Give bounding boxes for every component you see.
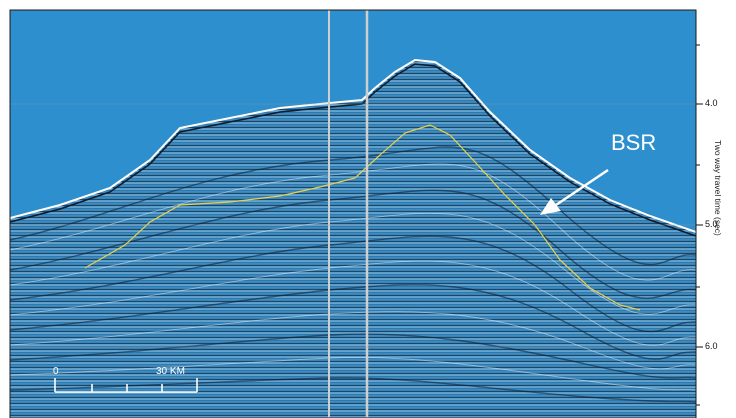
time-gridlines xyxy=(10,103,696,348)
bsr-label: BSR xyxy=(611,130,656,155)
seafloor-reflector xyxy=(10,58,696,233)
bsr-reflector-line xyxy=(84,124,641,311)
axis-title: Two way travel time (sec) xyxy=(713,140,723,236)
right-axis-ticks xyxy=(696,44,703,406)
tick-label-5-0: 5.0 xyxy=(705,219,718,229)
scale-bar-end-label: 30 KM xyxy=(156,366,185,377)
scale-bar-start-label: 0 xyxy=(53,366,59,377)
image-frame xyxy=(9,9,697,418)
scale-bar xyxy=(54,378,198,393)
reflector-bands xyxy=(10,146,696,403)
bsr-arrow xyxy=(540,168,609,215)
tick-label-6-0: 6.0 xyxy=(705,341,718,351)
tick-label-4-0: 4.0 xyxy=(705,98,718,108)
